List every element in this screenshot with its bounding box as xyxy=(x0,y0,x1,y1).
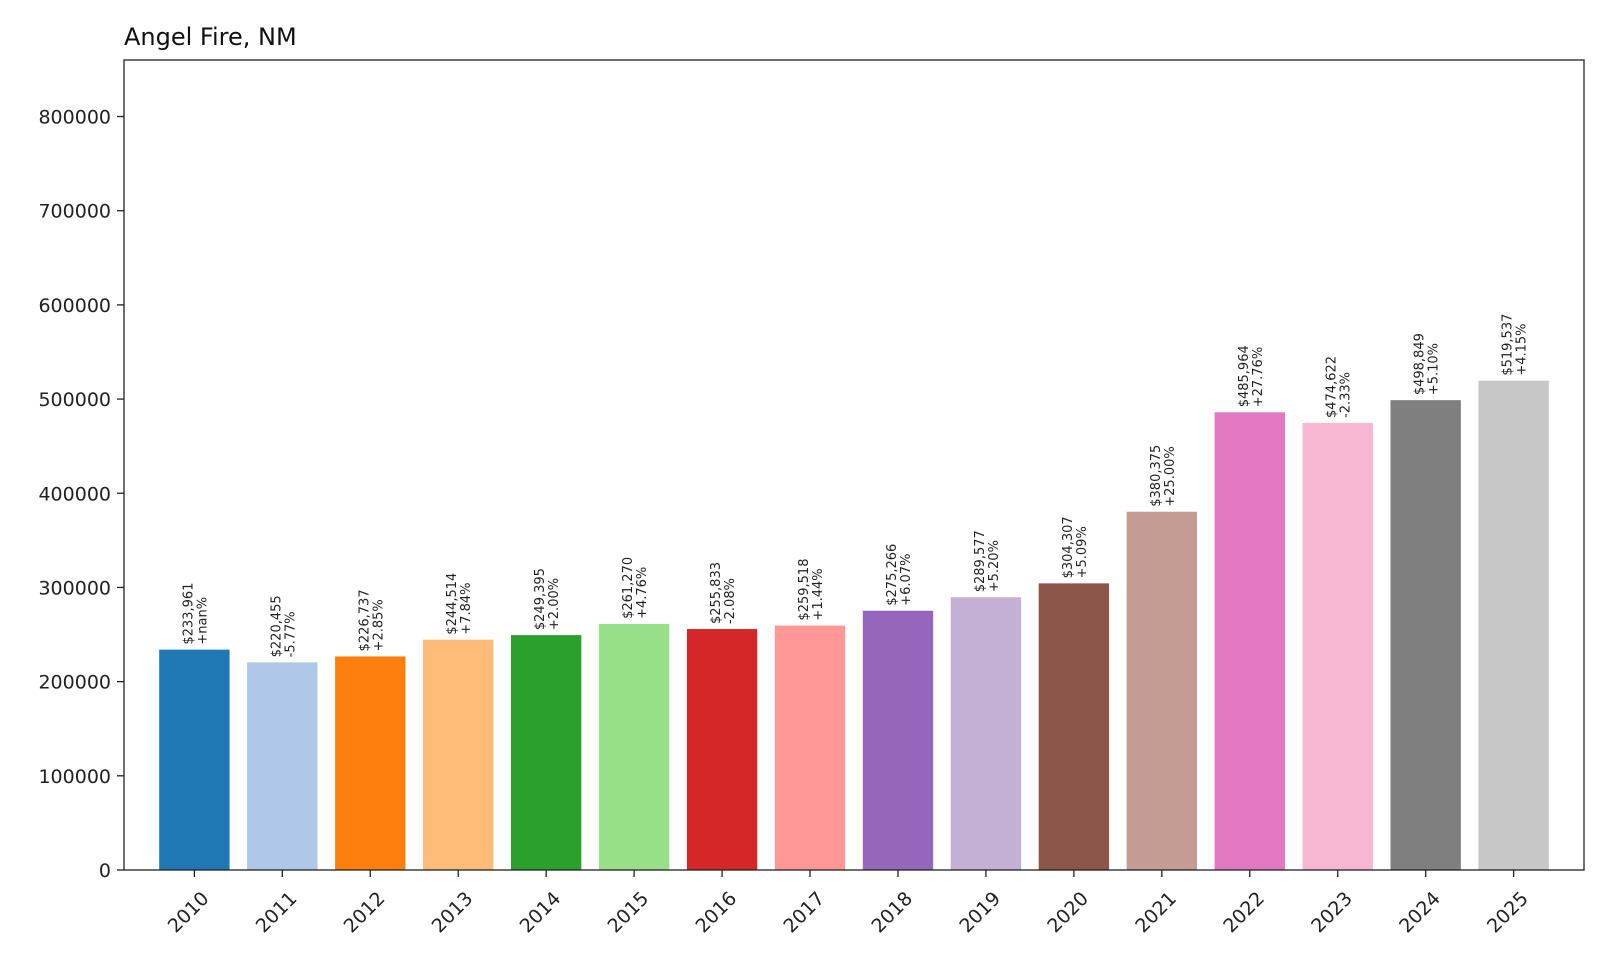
y-axis: 0 100000 200000 300000 400000 500000 600000 700… xyxy=(38,107,124,882)
y-tick-label: 200000 xyxy=(38,672,111,694)
bar-annotation: $289,577 +5.20% xyxy=(973,530,1002,592)
x-tick-label: 2019 xyxy=(955,888,1005,938)
x-axis: 2010 2011 2012 2013 2014 2015 2016 2017 2018 2019… xyxy=(164,870,1533,937)
bar-change-label: +4.76% xyxy=(635,567,650,619)
bar-value-label: $519,537 xyxy=(1501,314,1516,376)
bar-change-label: +27.76% xyxy=(1251,347,1266,407)
bar-value-label: $249,395 xyxy=(533,568,548,630)
bar-value-label: $474,622 xyxy=(1325,356,1340,418)
bar-change-label: -2.08% xyxy=(723,578,738,624)
bar-value-label: $289,577 xyxy=(973,530,988,592)
bar-change-label: +2.85% xyxy=(371,599,386,651)
bar-value-label: $233,961 xyxy=(181,583,196,645)
bar-2022 xyxy=(1214,412,1285,870)
bar-annotation: $519,537 +4.15% xyxy=(1501,314,1530,376)
bar-value-label: $259,518 xyxy=(797,559,812,621)
y-tick-label: 600000 xyxy=(38,295,111,317)
bar-value-label: $380,375 xyxy=(1149,445,1164,507)
bar-annotation: $380,375 +25.00% xyxy=(1149,445,1178,507)
x-tick-label: 2015 xyxy=(604,888,654,938)
bar-annotation: $485,964 +27.76% xyxy=(1237,345,1266,407)
chart-title: Angel Fire, NM xyxy=(124,23,297,51)
bar-2020 xyxy=(1038,583,1110,870)
bar-change-label: +5.09% xyxy=(1075,526,1090,578)
bar-change-label: +1.44% xyxy=(811,568,826,620)
bar-change-label: +2.00% xyxy=(547,578,562,630)
y-tick-label: 800000 xyxy=(38,107,111,129)
bar-2023 xyxy=(1302,422,1373,870)
bar-change-label: +4.15% xyxy=(1515,323,1530,375)
bars-group xyxy=(159,380,1549,870)
bar-2010 xyxy=(159,649,230,870)
bar-value-label: $498,849 xyxy=(1413,333,1428,395)
bar-change-label: +5.20% xyxy=(987,540,1002,592)
bar-2012 xyxy=(335,656,406,870)
bar-2016 xyxy=(686,629,758,870)
bar-value-label: $255,833 xyxy=(709,562,724,624)
bar-value-label: $485,964 xyxy=(1237,345,1252,407)
bar-2021 xyxy=(1126,511,1198,870)
x-tick-label: 2011 xyxy=(252,888,302,938)
x-tick-label: 2020 xyxy=(1043,888,1093,938)
bar-annotation: $249,395 +2.00% xyxy=(533,568,562,630)
x-tick-label: 2018 xyxy=(867,888,917,938)
bar-value-label: $261,270 xyxy=(621,557,636,619)
bar-value-label: $220,455 xyxy=(269,595,284,657)
bar-annotation: $220,455 -5.77% xyxy=(269,595,298,657)
bar-change-label: +7.84% xyxy=(459,582,474,634)
x-tick-label: 2023 xyxy=(1307,888,1357,938)
bar-2024 xyxy=(1390,400,1461,870)
bar-annotation: $498,849 +5.10% xyxy=(1413,333,1442,395)
x-tick-label: 2014 xyxy=(516,888,566,938)
bar-value-label: $275,266 xyxy=(885,544,900,606)
bar-annotation: $275,266 +6.07% xyxy=(885,544,914,606)
bar-annotation: $244,514 +7.84% xyxy=(445,573,474,635)
bar-2014 xyxy=(510,635,582,870)
bar-change-label: +nan% xyxy=(195,597,210,645)
x-tick-label: 2024 xyxy=(1395,888,1445,938)
bar-annotation: $474,622 -2.33% xyxy=(1325,356,1354,418)
bar-2019 xyxy=(950,597,1022,870)
bar-change-label: -2.33% xyxy=(1339,372,1354,418)
bar-value-label: $226,737 xyxy=(357,589,372,651)
bar-labels-group: $233,961 +nan% $220,455 -5.77% $226,737 +2.85… xyxy=(181,314,1529,658)
bar-value-label: $304,307 xyxy=(1061,516,1076,578)
bar-change-label: -5.77% xyxy=(283,611,298,657)
y-tick-label: 0 xyxy=(99,860,111,882)
plot-frame xyxy=(123,59,1585,871)
bar-value-label: $244,514 xyxy=(445,573,460,635)
bar-2017 xyxy=(774,625,846,870)
bar-change-label: +5.10% xyxy=(1427,343,1442,395)
bar-annotation: $304,307 +5.09% xyxy=(1061,516,1090,578)
x-tick-label: 2016 xyxy=(691,888,741,938)
bar-2018 xyxy=(862,610,934,870)
x-tick-label: 2010 xyxy=(164,888,214,938)
y-tick-label: 300000 xyxy=(38,577,111,599)
bar-annotation: $261,270 +4.76% xyxy=(621,557,650,619)
y-tick-label: 400000 xyxy=(38,483,111,505)
x-tick-label: 2017 xyxy=(779,888,829,938)
bar-annotation: $233,961 +nan% xyxy=(181,583,210,645)
y-tick-label: 700000 xyxy=(38,201,111,223)
bar-change-label: +6.07% xyxy=(899,554,914,606)
x-tick-label: 2012 xyxy=(340,888,390,938)
bar-2025 xyxy=(1478,380,1549,870)
x-tick-label: 2025 xyxy=(1483,888,1533,938)
bar-2011 xyxy=(247,662,318,870)
bar-change-label: +25.00% xyxy=(1163,446,1178,506)
x-tick-label: 2021 xyxy=(1131,888,1181,938)
bar-2013 xyxy=(423,639,494,870)
bar-annotation: $255,833 -2.08% xyxy=(709,562,738,624)
bar-annotation: $259,518 +1.44% xyxy=(797,559,826,621)
bar-2015 xyxy=(598,623,670,870)
bar-annotation: $226,737 +2.85% xyxy=(357,589,386,651)
y-tick-label: 100000 xyxy=(38,766,111,788)
y-tick-label: 500000 xyxy=(38,389,111,411)
x-tick-label: 2022 xyxy=(1219,888,1269,938)
x-tick-label: 2013 xyxy=(428,888,478,938)
